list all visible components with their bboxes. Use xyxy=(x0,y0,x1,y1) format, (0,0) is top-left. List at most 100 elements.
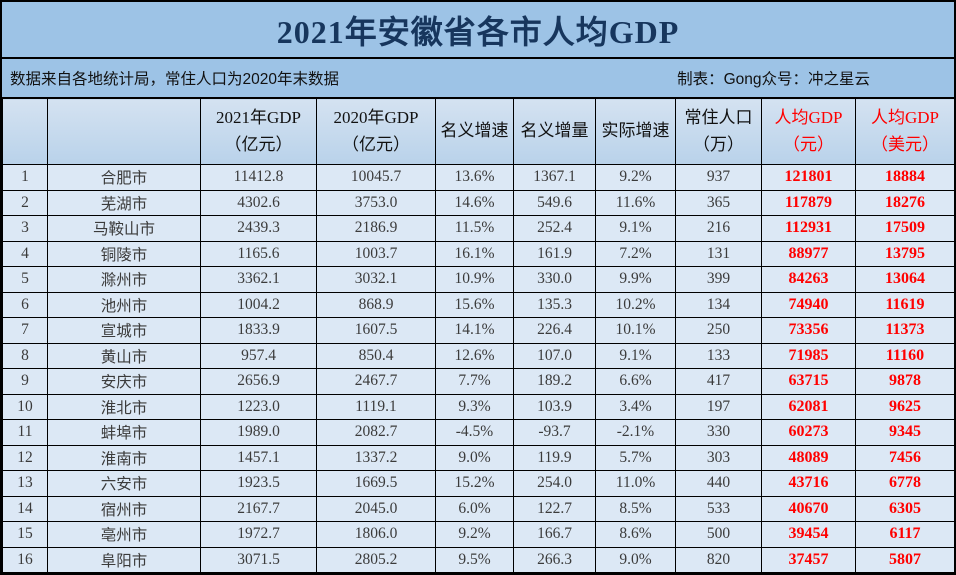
cell-city: 铜陵市 xyxy=(47,240,201,267)
table-row: 7 宣城市 1833.9 1607.5 14.1% 226.4 10.1% 250 73356 1… xyxy=(2,317,954,344)
cell-gdp-per-capita-usd: 11160 xyxy=(855,342,954,369)
cell-real-growth: 6.6% xyxy=(595,368,676,395)
cell-population: 399 xyxy=(675,266,762,293)
cell-nominal-increment: 122.7 xyxy=(513,495,596,522)
cell-gdp-per-capita-usd: 5807 xyxy=(855,546,954,573)
cell-rank: 1 xyxy=(2,164,48,191)
cell-city: 马鞍山市 xyxy=(47,215,201,242)
column-header-nominal-growth: 名义增速 xyxy=(435,98,514,165)
cell-real-growth: 10.1% xyxy=(595,317,676,344)
cell-gdp-2021: 1972.7 xyxy=(200,521,317,548)
cell-gdp-per-capita-cny: 73356 xyxy=(761,317,856,344)
cell-real-growth: 9.1% xyxy=(595,215,676,242)
cell-rank: 2 xyxy=(2,189,48,216)
cell-gdp-2021: 2439.3 xyxy=(200,215,317,242)
cell-nominal-growth: 16.1% xyxy=(435,240,514,267)
column-header-population: 常住人口 （万） xyxy=(675,98,762,165)
cell-city: 宿州市 xyxy=(47,495,201,522)
cell-nominal-increment: 161.9 xyxy=(513,240,596,267)
cell-gdp-2021: 1457.1 xyxy=(200,444,317,471)
cell-gdp-2021: 3362.1 xyxy=(200,266,317,293)
cell-gdp-per-capita-usd: 9345 xyxy=(855,419,954,446)
cell-nominal-increment: 1367.1 xyxy=(513,164,596,191)
cell-real-growth: 9.1% xyxy=(595,342,676,369)
cell-gdp-2020: 2805.2 xyxy=(316,546,436,573)
cell-gdp-2021: 1223.0 xyxy=(200,393,317,420)
cell-population: 365 xyxy=(675,189,762,216)
cell-gdp-per-capita-cny: 43716 xyxy=(761,470,856,497)
cell-gdp-2020: 10045.7 xyxy=(316,164,436,191)
cell-population: 303 xyxy=(675,444,762,471)
cell-rank: 5 xyxy=(2,266,48,293)
table-row: 5 滁州市 3362.1 3032.1 10.9% 330.0 9.9% 399 84263 13… xyxy=(2,266,954,293)
cell-gdp-2020: 1003.7 xyxy=(316,240,436,267)
cell-gdp-per-capita-cny: 60273 xyxy=(761,419,856,446)
cell-population: 133 xyxy=(675,342,762,369)
table-row: 11 蚌埠市 1989.0 2082.7 -4.5% -93.7 -2.1% 330 60273… xyxy=(2,419,954,446)
cell-rank: 8 xyxy=(2,342,48,369)
column-header-nominal-increment: 名义增量 xyxy=(513,98,596,165)
cell-gdp-per-capita-cny: 117879 xyxy=(761,189,856,216)
cell-nominal-growth: 9.0% xyxy=(435,444,514,471)
cell-gdp-per-capita-usd: 6305 xyxy=(855,495,954,522)
cell-rank: 6 xyxy=(2,291,48,318)
cell-nominal-growth: 13.6% xyxy=(435,164,514,191)
cell-nominal-growth: 10.9% xyxy=(435,266,514,293)
cell-population: 134 xyxy=(675,291,762,318)
cell-gdp-per-capita-cny: 39454 xyxy=(761,521,856,548)
cell-gdp-per-capita-usd: 11373 xyxy=(855,317,954,344)
cell-population: 820 xyxy=(675,546,762,573)
subtitle-bar: 数据来自各地统计局，常住人口为2020年末数据 制表：Gong众号：冲之星云 xyxy=(2,59,954,98)
cell-gdp-per-capita-cny: 48089 xyxy=(761,444,856,471)
cell-gdp-2021: 1923.5 xyxy=(200,470,317,497)
cell-gdp-2021: 3071.5 xyxy=(200,546,317,573)
column-header-gdp-per-capita-usd: 人均GDP （美元） xyxy=(855,98,954,165)
cell-city: 阜阳市 xyxy=(47,546,201,573)
cell-nominal-growth: 12.6% xyxy=(435,342,514,369)
author-credit: 制表：Gong众号：冲之星云 xyxy=(677,71,870,88)
column-header-gdp-2020: 2020年GDP （亿元） xyxy=(316,98,436,165)
cell-real-growth: -2.1% xyxy=(595,419,676,446)
cell-city: 合肥市 xyxy=(47,164,201,191)
cell-rank: 14 xyxy=(2,495,48,522)
cell-city: 黄山市 xyxy=(47,342,201,369)
cell-gdp-per-capita-usd: 7456 xyxy=(855,444,954,471)
table-row: 14 宿州市 2167.7 2045.0 6.0% 122.7 8.5% 533 40670 63… xyxy=(2,495,954,522)
cell-population: 937 xyxy=(675,164,762,191)
cell-population: 216 xyxy=(675,215,762,242)
cell-gdp-per-capita-usd: 9625 xyxy=(855,393,954,420)
cell-gdp-2020: 1337.2 xyxy=(316,444,436,471)
cell-gdp-per-capita-cny: 62081 xyxy=(761,393,856,420)
cell-nominal-increment: 189.2 xyxy=(513,368,596,395)
page-title: 2021年安徽省各市人均GDP xyxy=(276,13,680,50)
cell-gdp-2021: 11412.8 xyxy=(200,164,317,191)
cell-real-growth: 11.6% xyxy=(595,189,676,216)
cell-city: 淮北市 xyxy=(47,393,201,420)
cell-gdp-per-capita-cny: 88977 xyxy=(761,240,856,267)
cell-gdp-2021: 4302.6 xyxy=(200,189,317,216)
cell-gdp-per-capita-cny: 121801 xyxy=(761,164,856,191)
table-row: 1 合肥市 11412.8 10045.7 13.6% 1367.1 9.2% 937 1218… xyxy=(2,164,954,191)
cell-rank: 7 xyxy=(2,317,48,344)
table-row: 6 池州市 1004.2 868.9 15.6% 135.3 10.2% 134 74940 11… xyxy=(2,291,954,318)
cell-population: 500 xyxy=(675,521,762,548)
cell-city: 滁州市 xyxy=(47,266,201,293)
cell-nominal-increment: 226.4 xyxy=(513,317,596,344)
cell-city: 亳州市 xyxy=(47,521,201,548)
cell-nominal-growth: 9.2% xyxy=(435,521,514,548)
cell-city: 宣城市 xyxy=(47,317,201,344)
cell-population: 330 xyxy=(675,419,762,446)
table-row: 10 淮北市 1223.0 1119.1 9.3% 103.9 3.4% 197 62081 96… xyxy=(2,393,954,420)
cell-nominal-growth: -4.5% xyxy=(435,419,514,446)
cell-gdp-2021: 1989.0 xyxy=(200,419,317,446)
cell-gdp-per-capita-usd: 18884 xyxy=(855,164,954,191)
cell-gdp-2020: 3032.1 xyxy=(316,266,436,293)
cell-gdp-per-capita-cny: 74940 xyxy=(761,291,856,318)
cell-rank: 12 xyxy=(2,444,48,471)
cell-nominal-growth: 15.6% xyxy=(435,291,514,318)
cell-gdp-per-capita-cny: 63715 xyxy=(761,368,856,395)
table-header: 2021年GDP （亿元） 2020年GDP （亿元） 名义增速 名义增量 实际增速 常住人口… xyxy=(2,98,954,165)
cell-rank: 11 xyxy=(2,419,48,446)
cell-nominal-growth: 9.3% xyxy=(435,393,514,420)
